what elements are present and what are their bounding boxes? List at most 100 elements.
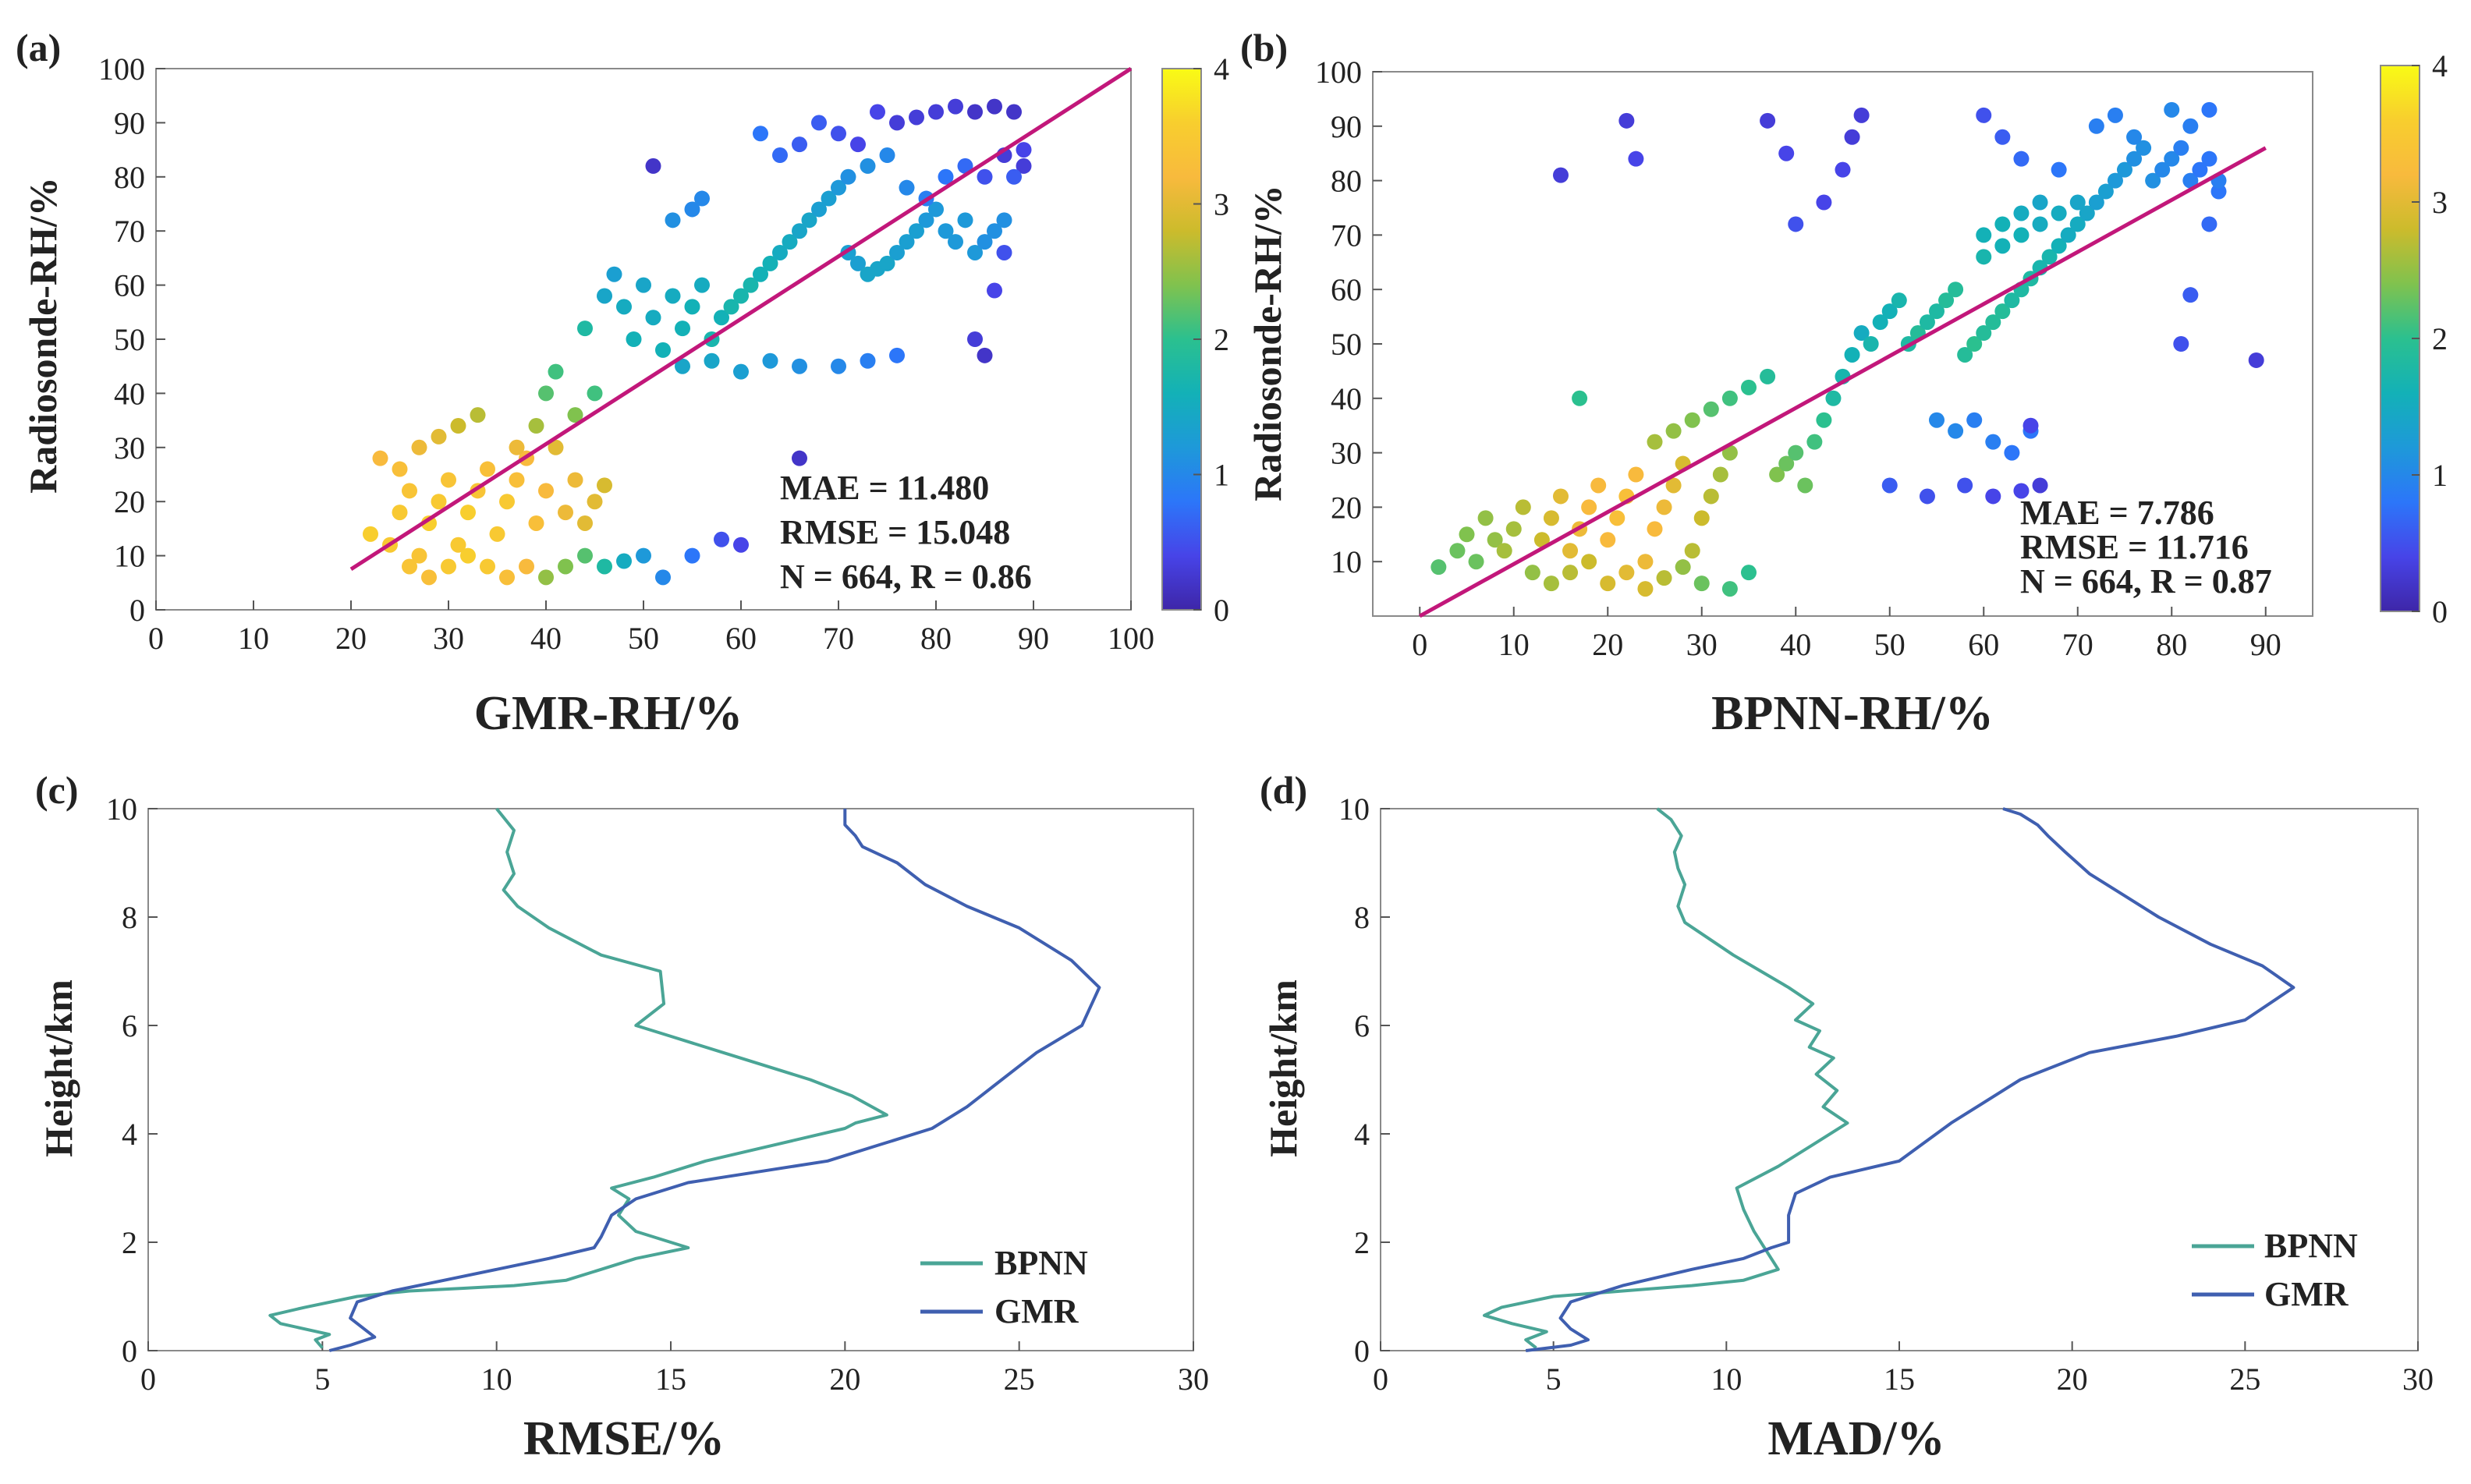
panel-a-scatter-point [772, 147, 788, 164]
panel-a-scatter-point [762, 352, 778, 369]
panel-b-scatter-point [2060, 227, 2076, 243]
panel-b-scatter-point [2182, 287, 2199, 303]
panel-b-scatter-point [1948, 423, 1964, 439]
panel-a-x-tick-label: 20 [335, 621, 367, 656]
panel-b-x-tick-label: 60 [1968, 627, 1999, 662]
panel-a-scatter-point [470, 407, 486, 423]
panel-b-scatter-point [2069, 216, 2086, 232]
panel-a-scatter-point [431, 428, 447, 444]
panel-a-x-tick-label: 50 [628, 621, 659, 656]
panel-b-scatter-point [1430, 559, 1447, 576]
panel-b-plot: 0 10 20 30 40 50 60 70 80 90102030405060708090100… [1315, 48, 2448, 662]
panel-d-plot: 0 5 10 15 20 25 30 0 2 4 6 8 10 [1338, 792, 2434, 1397]
panel-b-scatter-point [1712, 466, 1728, 483]
panel-a-x-tick-label: 90 [1018, 621, 1049, 656]
panel-d-legend-gmr: GMR [2264, 1275, 2349, 1313]
panel-b-scatter-point [2107, 172, 2123, 189]
panel-a-scatter-point [1016, 158, 1032, 174]
panel-a-scatter-point [714, 531, 729, 547]
panel-b-scatter-point [2164, 101, 2180, 118]
panel-a-scatter-point [967, 104, 983, 120]
panel-a-scatter-point [987, 223, 1002, 239]
panel-a-scatter-point [762, 255, 778, 271]
panel-a-scatter-point [567, 472, 583, 488]
panel-b-scatter-point [1553, 488, 1569, 505]
panel-a-x-tick-label: 40 [530, 621, 562, 656]
panel-a-scatter-point [879, 147, 895, 164]
panel-a-colorbar-tick-label: 4 [1214, 51, 1229, 87]
panel-a-scatter-point [587, 494, 603, 510]
panel-a-scatter-point [850, 255, 866, 271]
panel-b-y-tick-label: 70 [1331, 218, 1362, 253]
panel-b-scatter-point [2051, 238, 2067, 254]
panel-b-scatter-point [1994, 129, 2011, 145]
panel-d-xlabel: MAD/% [1767, 1412, 1945, 1465]
panel-a-scatter-point [948, 234, 963, 250]
panel-b-scatter-point [1929, 303, 1945, 320]
panel-d-legend-bpnn: BPNN [2264, 1227, 2358, 1265]
panel-b-scatter-point [2182, 172, 2199, 189]
panel-a-scatter-point [782, 234, 798, 250]
panel-b-scatter-point [2004, 292, 2020, 309]
panel-a-scatter-point [626, 331, 642, 347]
panel-b-scatter-point [2032, 216, 2048, 232]
panel-a-scatter-point [831, 126, 846, 142]
panel-b-scatter-point [2107, 107, 2123, 123]
panel-b-scatter-point [2192, 161, 2208, 178]
panel-b-scatter-point [2182, 118, 2199, 134]
panel-b-scatter-point [1919, 314, 1935, 331]
panel-c-y-tick-label: 8 [122, 900, 137, 935]
panel-b-scatter-point [1515, 499, 1531, 515]
panel-a-x-tick-label: 70 [823, 621, 854, 656]
panel-b-scatter-point [1524, 565, 1540, 581]
panel-a-scatter-point [665, 288, 681, 304]
panel-a-scatter-point [714, 310, 729, 326]
panel-c-x-tick-label: 15 [655, 1362, 686, 1397]
panel-d-x-tick-label: 25 [2229, 1362, 2260, 1397]
panel-b-scatter-point [2173, 336, 2189, 352]
panel-b-scatter-point [1929, 412, 1945, 428]
panel-b-scatter-point [1825, 390, 1842, 406]
panel-b-scatter-point [1590, 477, 1607, 494]
panel-a-scatter-point [1006, 104, 1022, 120]
panel-a-scatter-point [655, 569, 671, 586]
panel-b-colorbar-tick-label: 3 [2432, 185, 2448, 220]
panel-b-scatter-point [1647, 434, 1663, 450]
panel-b-scatter-point [1853, 325, 1870, 342]
panel-d-legend: BPNN GMR [2192, 1227, 2358, 1313]
panel-b-y-tick-label: 100 [1315, 55, 1362, 90]
panel-b-scatter-point [1976, 325, 1992, 342]
panel-b-scatter-point [1459, 526, 1475, 543]
panel-b-colorbar-tick-label: 4 [2432, 48, 2448, 83]
panel-b-scatter-point [1966, 336, 1983, 352]
panel-b-scatter-point [2145, 172, 2161, 189]
panel-a-scatter-point [694, 277, 710, 293]
panel-b-scatter-point [1637, 581, 1654, 597]
panel-a-scatter-point [597, 477, 612, 494]
panel-b-scatter-point [1693, 510, 1710, 526]
panel-a-scatter-point [411, 547, 427, 564]
panel-b-scatter-point [1562, 543, 1579, 559]
panel-b-x-tick-label: 40 [1780, 627, 1811, 662]
panel-a-scatter-point [363, 526, 378, 542]
panel-b-scatter-point [2004, 444, 2020, 461]
panel-a-y-tick-label: 50 [114, 322, 145, 357]
panel-a-scatter-point [684, 547, 700, 564]
panel-b-scatter-point [1881, 477, 1898, 494]
panel-a-scatter-point [977, 168, 993, 185]
panel-b-x-tick-label: 10 [1498, 627, 1530, 662]
panel-a-y-tick-label: 0 [129, 593, 145, 628]
panel-a-scatter-point [684, 299, 700, 315]
panel-b-scatter-point [1938, 292, 1955, 309]
panel-b-scatter-point [1957, 346, 1973, 363]
panel-a-scatter-point [831, 358, 846, 374]
panel-a-scatter-point [606, 266, 622, 282]
panel-b-scatter-point [1788, 216, 1804, 232]
panel-b-scatter-point [1863, 336, 1879, 352]
panel-a-scatter-point [860, 158, 876, 174]
panel-b-scatter-point [1948, 282, 1964, 298]
panel-a-scatter-point [538, 483, 554, 499]
panel-a-x-tick-label: 0 [148, 621, 164, 656]
